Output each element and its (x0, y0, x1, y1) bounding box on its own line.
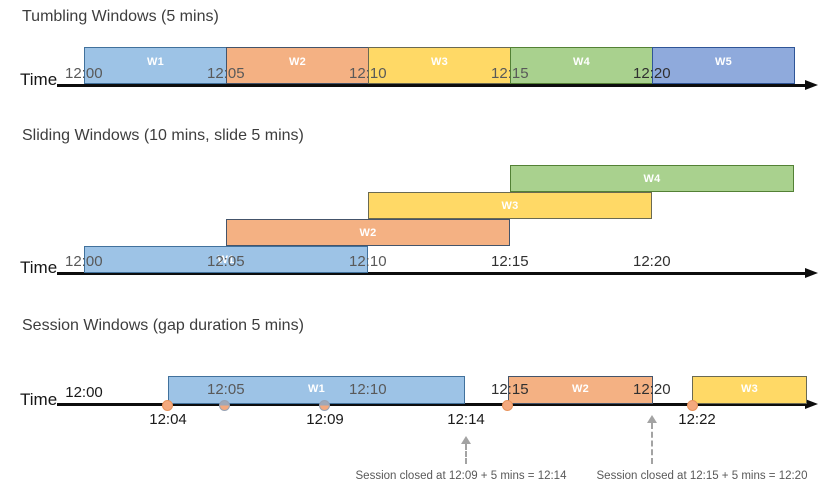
tumbling-window-w4: W4 (510, 47, 653, 84)
tumbling-window-w3: W3 (368, 47, 511, 84)
tumbling-window-w2: W2 (226, 47, 369, 84)
tick-label: 12:05 (207, 253, 245, 270)
session-window-w1: W1 (168, 376, 465, 404)
axis-arrowhead-icon (805, 80, 818, 90)
dashed-arrow-line (651, 423, 653, 464)
session-close-annotation: Session closed at 12:15 + 5 mins = 12:20 (596, 470, 808, 482)
session-window-w2: W2 (508, 376, 653, 404)
tick-label: 12:05 (207, 381, 245, 398)
sliding-window-w2: W2 (226, 219, 510, 246)
window-label: W3 (501, 199, 519, 212)
session-section-title: Session Windows (gap duration 5 mins) (22, 317, 304, 334)
session-close-annotation: Session closed at 12:09 + 5 mins = 12:14 (355, 470, 567, 482)
tick-label: 12:15 (491, 253, 529, 270)
axis-arrowhead-icon (805, 399, 818, 409)
time-axis (57, 272, 807, 275)
time-axis (57, 84, 807, 87)
window-label: W2 (359, 226, 377, 239)
event-dot (319, 400, 330, 411)
tumbling-window-w1: W1 (84, 47, 227, 84)
sliding-window-w1: W1 (84, 246, 368, 273)
tick-label: 12:00 (65, 384, 103, 401)
session-window-w3: W3 (692, 376, 807, 404)
window-label: W2 (288, 56, 307, 68)
time-axis (57, 403, 807, 406)
dashed-arrow-head-icon (647, 415, 657, 423)
dashed-arrow-head-icon (461, 436, 471, 444)
event-dot (219, 400, 230, 411)
window-label: W1 (146, 56, 165, 68)
tumbling-section-title: Tumbling Windows (5 mins) (22, 8, 219, 25)
sliding-section-title: Sliding Windows (10 mins, slide 5 mins) (22, 127, 304, 144)
window-label: W4 (572, 56, 591, 68)
tick-label: 12:15 (491, 65, 529, 82)
tick-label: 12:20 (633, 65, 671, 82)
event-dot (502, 400, 513, 411)
time-axis-label: Time (20, 70, 58, 89)
tick-label: 12:10 (349, 253, 387, 270)
time-axis-label: Time (20, 390, 58, 409)
tick-label: 12:00 (65, 253, 103, 270)
tick-label: 12:20 (633, 253, 671, 270)
event-time-label: 12:04 (149, 411, 187, 428)
window-label: W2 (571, 383, 590, 395)
tick-label: 12:10 (349, 65, 387, 82)
tick-label: 12:10 (349, 381, 387, 398)
window-label: W1 (217, 253, 235, 266)
sliding-window-w4: W4 (510, 165, 794, 192)
window-label: W3 (430, 56, 449, 68)
event-time-label: 12:22 (678, 411, 716, 428)
axis-arrowhead-icon (805, 268, 818, 278)
tumbling-window-w5: W5 (652, 47, 795, 84)
window-label: W1 (307, 383, 326, 395)
tick-label: 12:15 (491, 381, 529, 398)
window-label: W4 (643, 172, 661, 185)
event-time-label: 12:14 (447, 411, 485, 428)
window-label: W5 (714, 56, 733, 68)
event-time-label: 12:09 (306, 411, 344, 428)
tick-label: 12:00 (65, 65, 103, 82)
window-label: W3 (740, 383, 759, 395)
tick-label: 12:05 (207, 65, 245, 82)
dashed-arrow-line (465, 444, 467, 464)
time-axis-label: Time (20, 258, 58, 277)
event-dot (687, 400, 698, 411)
tick-label: 12:20 (633, 381, 671, 398)
event-dot (162, 400, 173, 411)
sliding-window-w3: W3 (368, 192, 652, 219)
